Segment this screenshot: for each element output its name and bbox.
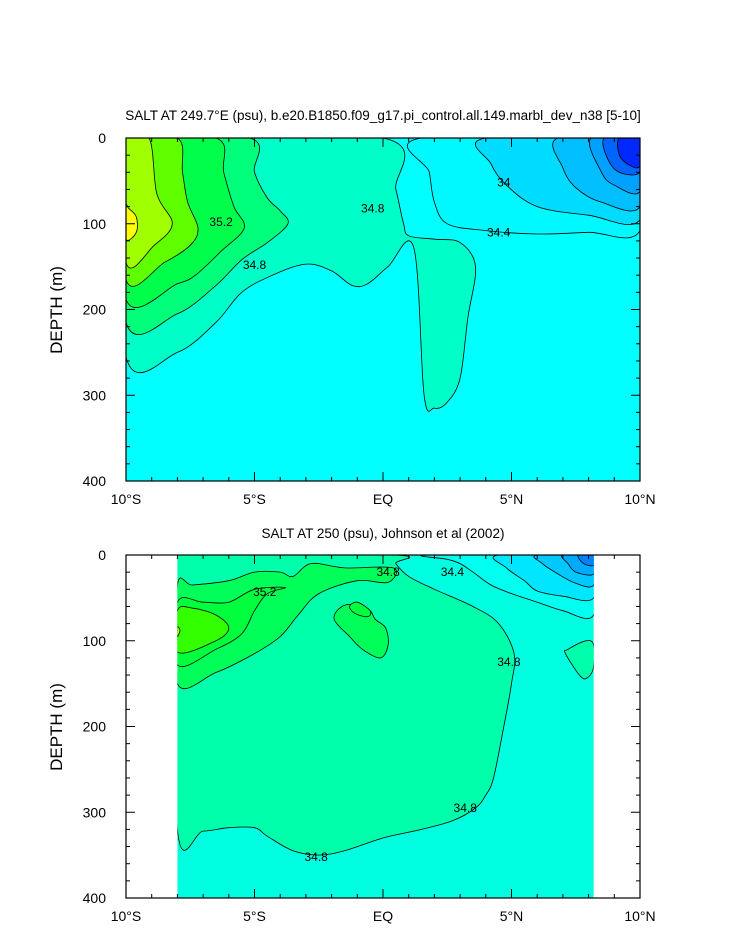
chart-title: SALT AT 250 (psu), Johnson et al (2002) <box>262 526 505 541</box>
chart-title: SALT AT 249.7°E (psu), b.e20.B1850.f09_g… <box>125 108 641 123</box>
y-tick-label: 400 <box>83 890 107 906</box>
plot-area: 35.2 34.8 34.4 34.8 34.8 34.8 10°S 5°S EQ 5°N 10°N… <box>83 547 656 924</box>
x-tick-label: EQ <box>373 908 393 924</box>
y-tick-label: 400 <box>83 473 107 489</box>
y-tick-label: 0 <box>98 130 106 146</box>
contour-region <box>564 640 594 680</box>
contour-region <box>126 138 173 269</box>
x-tick-label: 10°N <box>624 908 655 924</box>
x-tick-label: EQ <box>373 491 393 507</box>
contour-label: 34.8 <box>361 201 385 215</box>
x-tick-label: 10°N <box>624 491 655 507</box>
y-tick-label: 0 <box>98 547 106 563</box>
contour-region <box>126 204 138 241</box>
plot-area: 35.2 34.8 34.8 34 34.4 10°S 5°S EQ 5°N 10°N 0 100 20… <box>83 130 656 507</box>
contour-label: 34.4 <box>487 225 511 239</box>
contour-region <box>349 601 372 618</box>
x-tick-label: 5°S <box>243 491 266 507</box>
contour-region <box>177 606 230 654</box>
y-axis-label: DEPTH (m) <box>47 683 66 771</box>
contour-label: 35.2 <box>209 215 233 229</box>
contour-region <box>577 555 594 567</box>
y-tick-label: 200 <box>83 302 107 318</box>
y-tick-label: 100 <box>83 216 107 232</box>
x-tick-label: 10°S <box>111 491 142 507</box>
contour-label: 34.8 <box>497 655 521 669</box>
contour-fills <box>126 138 640 481</box>
y-axis-label: DEPTH (m) <box>47 266 66 354</box>
contour-region <box>617 138 640 169</box>
x-tick-label: 10°S <box>111 908 142 924</box>
y-tick-label: 300 <box>83 804 107 820</box>
contour-label: 34 <box>497 176 511 190</box>
contour-label: 34.8 <box>305 850 329 864</box>
contour-label: 34.8 <box>454 801 478 815</box>
contour-label: 35.2 <box>253 585 277 599</box>
y-tick-label: 300 <box>83 387 107 403</box>
contour-region <box>177 626 181 637</box>
panel-model: SALT AT 249.7°E (psu), b.e20.B1850.f09_g… <box>47 108 656 507</box>
x-tick-label: 5°N <box>500 908 524 924</box>
contour-region <box>177 586 286 667</box>
contour-label: 34.8 <box>376 565 400 579</box>
y-tick-label: 200 <box>83 719 107 735</box>
x-tick-label: 5°N <box>500 491 524 507</box>
y-tick-label: 100 <box>83 633 107 649</box>
panel-observations: SALT AT 250 (psu), Johnson et al (2002) … <box>47 526 656 924</box>
contour-label: 34.8 <box>243 258 267 272</box>
contour-label: 34.4 <box>441 565 465 579</box>
contour-region <box>177 562 397 690</box>
x-tick-label: 5°S <box>243 908 266 924</box>
contour-fills <box>177 555 594 898</box>
